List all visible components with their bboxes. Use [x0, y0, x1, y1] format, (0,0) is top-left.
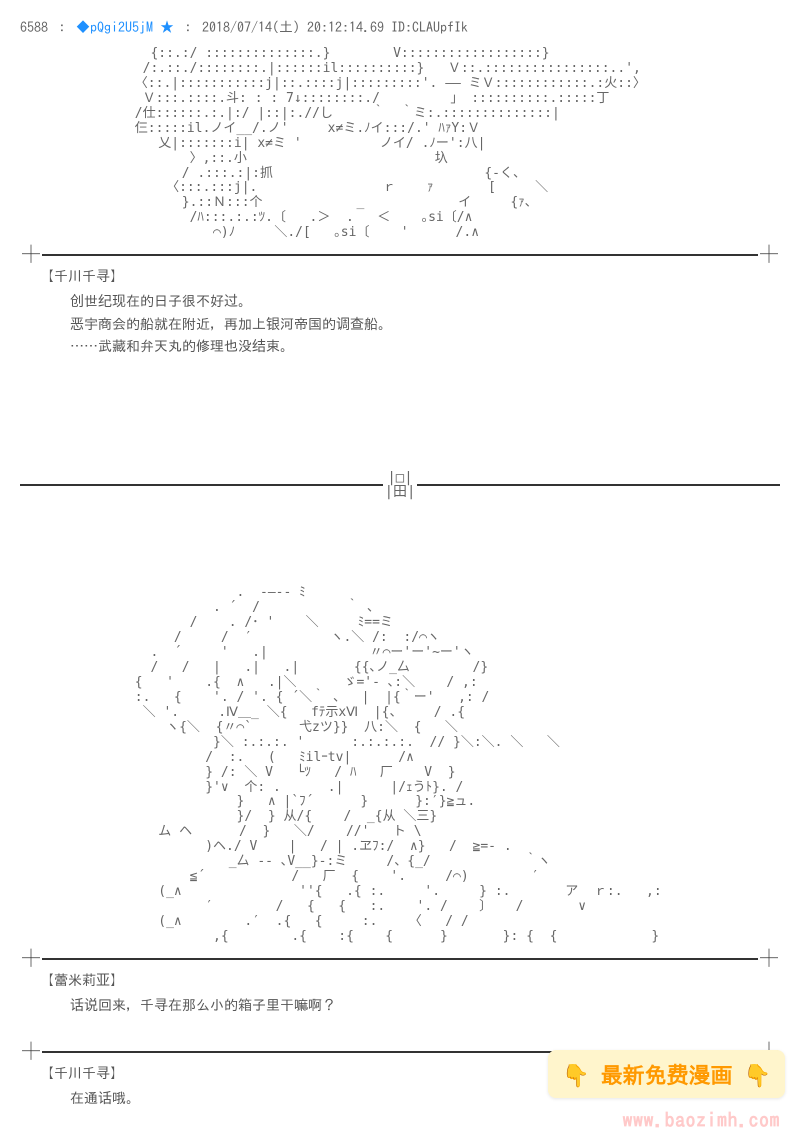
speaker-label: 【千川千寻】	[40, 266, 780, 286]
dialogue-line: 恶宇商会的船就在附近，再加上银河帝国的调查船。	[70, 313, 780, 335]
separator: ：	[55, 20, 69, 34]
divider-box: |□| |田|	[383, 471, 418, 499]
ascii-art-2: . -―‐- ﾐ . ´ / ｀ 、 / . /･ ' ＼ ﾐ==ミ / / ′…	[80, 586, 780, 945]
dialogue-line: ……武藏和弁天丸的修理也没结束。	[70, 335, 780, 357]
pointing-hand-icon: 👇	[562, 1064, 589, 1086]
section-divider: |□| |田|	[20, 457, 780, 513]
divider: ┼ ┼	[20, 254, 780, 256]
divider: ┼ ┼	[20, 958, 780, 960]
post-id: ID:CLAUpfIk	[391, 20, 468, 34]
ascii-art-1: {::.:/ ::::::::::::::.} V:::::::::::::::…	[80, 47, 780, 241]
watermark-text: 最新免费漫画	[601, 1064, 733, 1086]
pointing-hand-icon: 👇	[744, 1064, 771, 1086]
dialogue-line: 创世纪现在的日子很不好过。	[70, 290, 780, 312]
star-icon: ★	[160, 20, 174, 34]
tripcode[interactable]: ◆pQgi2U5jM	[76, 20, 153, 34]
dialogue-text: 话说回来，千寻在那么小的箱子里干嘛啊？	[70, 994, 780, 1016]
watermark-badge[interactable]: 👇 最新免费漫画 👇	[548, 1050, 785, 1098]
post-date: 2018/07/14(土) 20:12:14.69	[202, 20, 384, 34]
speaker-label: 【蕾米莉亚】	[40, 970, 780, 990]
watermark-url[interactable]: www.baozimh.com	[623, 1110, 781, 1130]
post-header: 6588 ： ◆pQgi2U5jM ★ ： 2018/07/14(土) 20:1…	[20, 20, 780, 34]
dialogue-text: 创世纪现在的日子很不好过。 恶宇商会的船就在附近，再加上银河帝国的调查船。 ………	[70, 290, 780, 357]
separator: ：	[181, 20, 195, 34]
post-number: 6588	[20, 20, 48, 34]
